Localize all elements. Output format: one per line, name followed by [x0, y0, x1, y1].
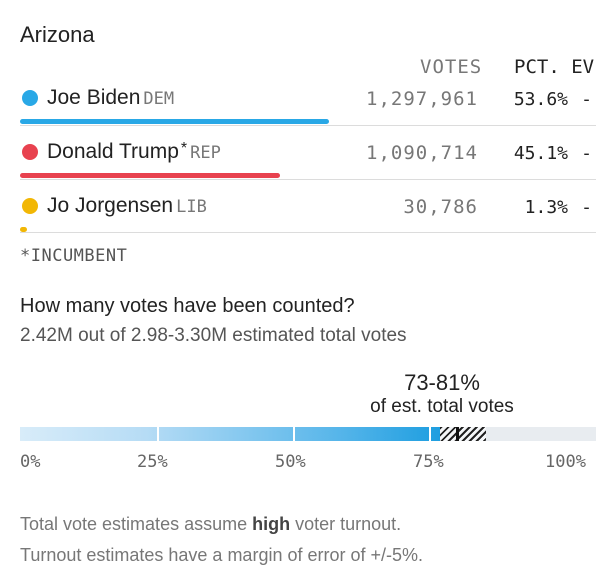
pct-ev-column-header: PCT. EV: [514, 56, 595, 78]
party-label: LIB: [176, 197, 207, 217]
votes-column-header: VOTES: [420, 56, 483, 78]
row-divider: [20, 232, 596, 233]
candidate-name: Joe Biden: [47, 86, 141, 109]
turnout-level: high: [252, 514, 291, 534]
counted-range-percent: 73-81%: [404, 370, 480, 395]
counted-marker: [456, 427, 459, 441]
candidate-votes: 30,786: [403, 196, 478, 218]
votes-counted-question: How many votes have been counted?: [20, 295, 355, 317]
candidate-pct: 53.6%: [513, 89, 568, 110]
row-divider: [20, 125, 596, 126]
votes-counted-progress-bar: [20, 427, 596, 441]
progress-tick: [429, 427, 431, 441]
axis-label-0: 0%: [20, 452, 41, 472]
counted-range-label: of est. total votes: [370, 396, 514, 417]
party-label: DEM: [143, 89, 175, 109]
candidate-name: Donald Trump: [47, 140, 179, 163]
candidate-ev: -: [581, 89, 592, 110]
candidate-row-jorgensen: Jo Jorgensen LIB 30,786 1.3% -: [20, 192, 596, 246]
axis-label-25: 25%: [137, 452, 168, 472]
counted-fill: [20, 427, 440, 441]
candidate-votes: 1,297,961: [366, 88, 478, 110]
vote-share-bar: [20, 227, 27, 232]
candidate-votes: 1,090,714: [366, 142, 478, 164]
candidate-color-dot: [22, 198, 38, 214]
estimate-range-hatch: [440, 427, 486, 441]
votes-counted-summary: 2.42M out of 2.98-3.30M estimated total …: [20, 325, 407, 346]
vote-share-bar: [20, 173, 280, 178]
axis-label-100: 100%: [545, 452, 586, 472]
vote-share-bar: [20, 119, 329, 124]
candidate-name: Jo Jorgensen: [47, 194, 174, 217]
candidate-row-trump: Donald Trump * REP 1,090,714 45.1% -: [20, 138, 596, 192]
state-title: Arizona: [20, 22, 95, 47]
axis-label-75: 75%: [413, 452, 444, 472]
candidate-row-biden: Joe Biden DEM 1,297,961 53.6% -: [20, 84, 596, 138]
incumbent-mark: *: [180, 140, 188, 157]
progress-tick: [293, 427, 295, 441]
candidate-ev: -: [581, 143, 592, 164]
turnout-note-line1: Total vote estimates assume high voter t…: [20, 514, 402, 534]
candidate-pct: 45.1%: [513, 143, 568, 164]
candidate-color-dot: [22, 90, 38, 106]
incumbent-footnote: *INCUMBENT: [20, 246, 128, 266]
turnout-note-line2: Turnout estimates have a margin of error…: [20, 545, 424, 565]
party-label: REP: [190, 143, 221, 163]
axis-label-50: 50%: [275, 452, 306, 472]
candidate-ev: -: [581, 197, 592, 218]
candidate-color-dot: [22, 144, 38, 160]
candidate-pct: 1.3%: [524, 197, 568, 218]
progress-tick: [157, 427, 159, 441]
row-divider: [20, 179, 596, 180]
